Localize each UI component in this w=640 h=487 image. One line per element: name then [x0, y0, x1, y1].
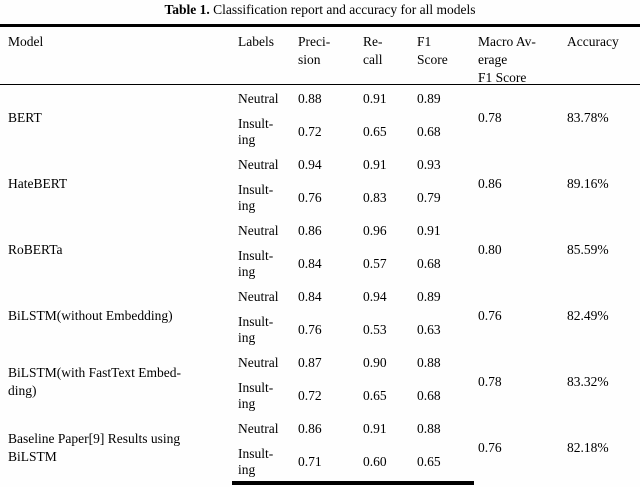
- f1-value: 0.63: [417, 322, 441, 337]
- recall-value: 0.57: [363, 256, 387, 271]
- recall-value: 0.65: [363, 388, 387, 403]
- recall-value: 0.91: [363, 91, 387, 106]
- col-header-model: Model: [8, 33, 44, 49]
- f1-value: 0.93: [417, 157, 441, 172]
- macro-f1-value: 0.78: [478, 374, 502, 389]
- f1-value: 0.91: [417, 223, 441, 238]
- precision-value: 0.86: [298, 223, 322, 238]
- table-bottom-rule: [232, 481, 474, 485]
- precision-value: 0.71: [298, 454, 322, 469]
- macro-f1-value: 0.76: [478, 440, 502, 455]
- macro-f1-value: 0.80: [478, 242, 502, 257]
- row-label: Insult- ing: [238, 248, 274, 279]
- f1-value: 0.68: [417, 256, 441, 271]
- accuracy-value: 82.18%: [567, 440, 609, 455]
- accuracy-value: 89.16%: [567, 176, 609, 191]
- row-label: Neutral: [238, 157, 279, 172]
- model-name: Baseline Paper[9] Results using BiLSTM: [8, 431, 181, 464]
- row-label: Insult- ing: [238, 446, 274, 477]
- row-label: Insult- ing: [238, 116, 274, 147]
- macro-f1-value: 0.76: [478, 308, 502, 323]
- table-caption: Table 1. Classification report and accur…: [0, 0, 640, 24]
- table-header-row: Model Labels Preci- sion Re- call F1 Sco…: [0, 27, 640, 85]
- col-header-accuracy: Accuracy: [567, 33, 619, 49]
- f1-value: 0.79: [417, 190, 441, 205]
- recall-value: 0.90: [363, 355, 387, 370]
- table-top-rule: [0, 24, 640, 27]
- precision-value: 0.87: [298, 355, 322, 370]
- f1-value: 0.89: [417, 91, 441, 106]
- row-label: Neutral: [238, 355, 279, 370]
- precision-value: 0.76: [298, 190, 322, 205]
- model-group: BiLSTM(without Embedding) Neutral 0.84 0…: [0, 283, 640, 349]
- f1-value: 0.89: [417, 289, 441, 304]
- table-header-rule: [0, 83, 640, 85]
- model-name: BiLSTM(with FastText Embed- ding): [8, 365, 182, 398]
- col-header-recall: Re- call: [363, 33, 383, 67]
- recall-value: 0.53: [363, 322, 387, 337]
- col-header-macro-avg-f1: Macro Av- erage F1 Score: [478, 33, 536, 85]
- model-group: Baseline Paper[9] Results using BiLSTM N…: [0, 415, 640, 481]
- row-label: Insult- ing: [238, 182, 274, 213]
- accuracy-value: 83.78%: [567, 110, 609, 125]
- col-header-labels: Labels: [238, 33, 274, 49]
- col-header-f1-score: F1 Score: [417, 33, 448, 67]
- f1-value: 0.68: [417, 388, 441, 403]
- precision-value: 0.72: [298, 124, 322, 139]
- model-group: BERT Neutral 0.88 0.91 0.89 Insult- ing …: [0, 85, 640, 151]
- table-caption-text: Classification report and accuracy for a…: [213, 2, 476, 17]
- recall-value: 0.96: [363, 223, 387, 238]
- f1-value: 0.68: [417, 124, 441, 139]
- model-name: BERT: [8, 110, 42, 125]
- recall-value: 0.91: [363, 157, 387, 172]
- accuracy-value: 82.49%: [567, 308, 609, 323]
- precision-value: 0.88: [298, 91, 322, 106]
- accuracy-value: 83.32%: [567, 374, 609, 389]
- precision-value: 0.76: [298, 322, 322, 337]
- f1-value: 0.88: [417, 355, 441, 370]
- model-group: BiLSTM(with FastText Embed- ding) Neutra…: [0, 349, 640, 415]
- row-label: Insult- ing: [238, 314, 274, 345]
- precision-value: 0.94: [298, 157, 322, 172]
- recall-value: 0.60: [363, 454, 387, 469]
- precision-value: 0.86: [298, 421, 322, 436]
- precision-value: 0.84: [298, 289, 322, 304]
- precision-value: 0.72: [298, 388, 322, 403]
- row-label: Neutral: [238, 223, 279, 238]
- macro-f1-value: 0.78: [478, 110, 502, 125]
- row-label: Neutral: [238, 91, 279, 106]
- recall-value: 0.83: [363, 190, 387, 205]
- row-label: Neutral: [238, 421, 279, 436]
- table-caption-label: Table 1.: [164, 2, 210, 17]
- accuracy-value: 85.59%: [567, 242, 609, 257]
- row-label: Insult- ing: [238, 380, 274, 411]
- recall-value: 0.65: [363, 124, 387, 139]
- recall-value: 0.91: [363, 421, 387, 436]
- recall-value: 0.94: [363, 289, 387, 304]
- macro-f1-value: 0.86: [478, 176, 502, 191]
- precision-value: 0.84: [298, 256, 322, 271]
- model-group: HateBERT Neutral 0.94 0.91 0.93 Insult- …: [0, 151, 640, 217]
- model-name: RoBERTa: [8, 242, 63, 257]
- model-group: RoBERTa Neutral 0.86 0.96 0.91 Insult- i…: [0, 217, 640, 283]
- row-label: Neutral: [238, 289, 279, 304]
- f1-value: 0.88: [417, 421, 441, 436]
- model-name: BiLSTM(without Embedding): [8, 308, 173, 323]
- col-header-precision: Preci- sion: [298, 33, 331, 67]
- model-name: HateBERT: [8, 176, 68, 191]
- f1-value: 0.65: [417, 454, 441, 469]
